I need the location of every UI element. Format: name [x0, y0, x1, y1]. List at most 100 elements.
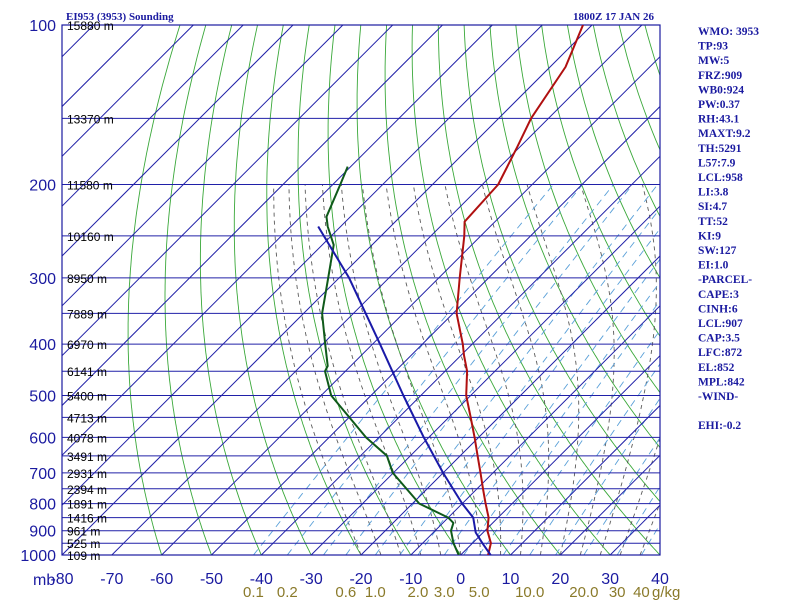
sounding-index-item: -PARCEL- [698, 274, 752, 286]
isotherm-line [360, 255, 660, 555]
height-label: 6970 m [67, 338, 107, 352]
sounding-index-item: LCL:958 [698, 172, 743, 184]
mixing-ratio-line [478, 299, 660, 555]
isotherm-line [62, 25, 344, 307]
mixing-ratio-line [616, 485, 660, 555]
sounding-index-item: LFC:872 [698, 347, 742, 359]
height-label: 4713 m [67, 411, 107, 425]
moist-adiabat-line [639, 501, 660, 555]
sounding-index-item: MW:5 [698, 55, 730, 67]
sounding-index-item: CINH:6 [698, 303, 738, 315]
moist-adiabat-line [321, 184, 422, 555]
sounding-index-item: L57:7.9 [698, 157, 736, 169]
temperature-tick-label: 40 [651, 571, 669, 588]
moist-adiabat-line [412, 184, 502, 555]
height-label: 1416 m [67, 512, 107, 526]
sounding-index-item: FRZ:909 [698, 70, 742, 82]
sounding-index-item: EI:1.0 [698, 260, 729, 272]
pressure-tick-label: 400 [29, 337, 56, 354]
mixing-ratio-line [555, 397, 660, 555]
height-label: 4078 m [67, 431, 107, 445]
pressure-tick-label: 200 [29, 178, 56, 195]
mixing-ratio-tick-label: 0.1 [243, 584, 264, 600]
mixing-ratio-line [529, 363, 660, 555]
isotherm-line [62, 25, 543, 506]
height-label: 13370 m [67, 112, 114, 126]
moist-adiabat-line [273, 184, 362, 555]
temperature-tick-label: 30 [601, 571, 619, 588]
isotherm-line [161, 55, 660, 555]
mixing-ratio-tick-label: 1.0 [365, 584, 386, 600]
temperature-tick-label: -10 [399, 571, 422, 588]
mixing-ratio-tick-label: 0.2 [277, 584, 298, 600]
moist-adiabat-line [288, 184, 382, 555]
chart-datetime: 1800Z 17 JAN 26 [573, 11, 654, 23]
sounding-index-item: EL:852 [698, 362, 735, 374]
height-label: 2931 m [67, 467, 107, 481]
pressure-tick-label: 800 [29, 497, 56, 514]
mixing-ratio-tick-label: 3.0 [434, 584, 455, 600]
chart-title: EI953 (3953) Sounding [66, 11, 174, 23]
sounding-index-item: RH:43.1 [698, 114, 739, 126]
height-label: 109 m [67, 549, 100, 563]
isotherm-line [62, 25, 194, 158]
sounding-index-item: CAPE:3 [698, 289, 739, 301]
sounding-index-item: SI:4.7 [698, 201, 727, 213]
sounding-index-item: TH:5291 [698, 143, 742, 155]
temperature-tick-label: -40 [250, 571, 273, 588]
height-label: 3491 m [67, 450, 107, 464]
plot-frame [61, 24, 661, 556]
pressure-tick-label: 700 [29, 466, 56, 483]
sounding-index-item: EHI:-0.2 [698, 420, 741, 432]
mixing-ratio-tick-label: 20.0 [569, 584, 598, 600]
sounding-index-item: PW:0.37 [698, 99, 740, 111]
sounding-index-item: LI:3.8 [698, 187, 729, 199]
height-label: 2394 m [67, 483, 107, 497]
moist-adiabat-line [619, 436, 660, 555]
temperature-tick-label: -30 [300, 571, 323, 588]
sounding-index-item: MAXT:9.2 [698, 128, 751, 140]
isotherm-line [62, 25, 493, 457]
height-label: 525 m [67, 537, 100, 551]
sounding-index-item: MPL:842 [698, 376, 745, 388]
temperature-tick-label: -70 [100, 571, 123, 588]
moist-adiabat-line [444, 184, 524, 555]
sounding-index-item: CAP:3.5 [698, 333, 740, 345]
isotherm-line [410, 305, 660, 555]
height-label: 5400 m [67, 389, 107, 403]
mixing-ratio-tick-label: 30 [609, 584, 626, 600]
temperature-tick-label: 10 [502, 571, 520, 588]
pressure-tick-label: 100 [29, 18, 56, 35]
sounding-indices-panel: WMO: 3953 TP:93 MW:5 FRZ:909 WB0:924 PW:0.37 R… [698, 26, 759, 432]
isotherm-line [310, 205, 660, 555]
temperature-line [455, 25, 584, 555]
mixing-ratio-tick-label: 40 [633, 584, 650, 600]
pressure-tick-label: 300 [29, 271, 56, 288]
isotherm-line [211, 105, 660, 555]
temperature-tick-label: -60 [150, 571, 173, 588]
mixing-ratio-tick-label: 0.6 [335, 584, 356, 600]
isobars [62, 117, 660, 544]
mixing-ratio-tick-label: 10.0 [515, 584, 544, 600]
mixing-ratio-tick-label: 5.0 [469, 584, 490, 600]
isotherm-line [111, 25, 643, 555]
temperature-tick-label: -20 [349, 571, 372, 588]
parcel-line [317, 225, 492, 555]
sounding-index-item: WB0:924 [698, 84, 744, 96]
temperature-tick-label: -80 [50, 571, 73, 588]
height-label: 8950 m [67, 272, 107, 286]
isotherm-line [62, 25, 294, 257]
height-label: 961 m [67, 525, 100, 539]
pressure-tick-label: 600 [29, 430, 56, 447]
pressure-unit-label: mb [33, 572, 55, 589]
height-label: 1891 m [67, 498, 107, 512]
moist-adiabat-line [481, 184, 550, 555]
isotherm-line [260, 155, 660, 555]
isotherm-line [62, 25, 244, 207]
height-label: 11580 m [67, 179, 113, 193]
mixing-ratio-tick-label: 2.0 [407, 584, 428, 600]
moist-adiabat-line [304, 184, 402, 555]
